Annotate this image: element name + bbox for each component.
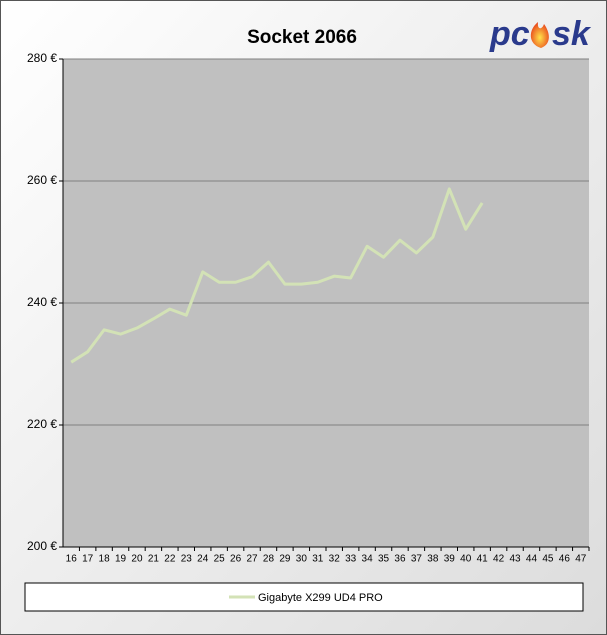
x-tick-label: 35: [378, 554, 390, 565]
x-tick-label: 19: [115, 554, 127, 565]
x-tick-label: 16: [66, 554, 78, 565]
x-tick-label: 20: [131, 554, 143, 565]
x-tick-label: 47: [575, 554, 587, 565]
y-tick-label: 220 €: [27, 417, 57, 431]
series-line: [70, 187, 484, 364]
y-tick-label: 260 €: [27, 173, 57, 187]
chart-title: Socket 2066: [247, 27, 357, 48]
logo-text: sk: [552, 15, 592, 53]
x-tick-label: 32: [329, 554, 341, 565]
x-tick-label: 18: [99, 554, 111, 565]
x-tick-label: 36: [394, 554, 406, 565]
x-tick-label: 17: [82, 554, 94, 565]
x-tick-label: 37: [411, 554, 423, 565]
x-tick-label: 46: [559, 554, 571, 565]
x-tick-label: 44: [526, 554, 538, 565]
x-tick-label: 29: [279, 554, 291, 565]
logo-text: pc: [489, 15, 530, 53]
x-tick-label: 21: [148, 554, 160, 565]
x-tick-label: 27: [246, 554, 258, 565]
x-tick-label: 31: [312, 554, 324, 565]
legend: [24, 582, 584, 612]
x-tick-label: 24: [197, 554, 209, 565]
y-tick-label: 280 €: [27, 51, 57, 65]
x-tick-label: 22: [164, 554, 176, 565]
x-tick-label: 30: [296, 554, 308, 565]
x-tick-label: 40: [460, 554, 472, 565]
y-tick-label: 240 €: [27, 295, 57, 309]
x-tick-label: 23: [181, 554, 193, 565]
legend-label: Gigabyte X299 UD4 PRO: [258, 592, 383, 604]
x-tick-label: 41: [477, 554, 489, 565]
x-tick-label: 34: [362, 554, 374, 565]
x-tick-label: 26: [230, 554, 242, 565]
logo: pc sk: [489, 15, 592, 53]
x-tick-label: 28: [263, 554, 275, 565]
x-tick-label: 42: [493, 554, 505, 565]
x-tick-label: 25: [214, 554, 226, 565]
x-tick-label: 43: [509, 554, 521, 565]
logo-flame: [530, 22, 549, 48]
x-tick-label: 33: [345, 554, 357, 565]
x-tick-label: 39: [444, 554, 456, 565]
y-tick-label: 200 €: [27, 539, 57, 553]
x-tick-label: 45: [542, 554, 554, 565]
x-tick-label: 38: [427, 554, 439, 565]
